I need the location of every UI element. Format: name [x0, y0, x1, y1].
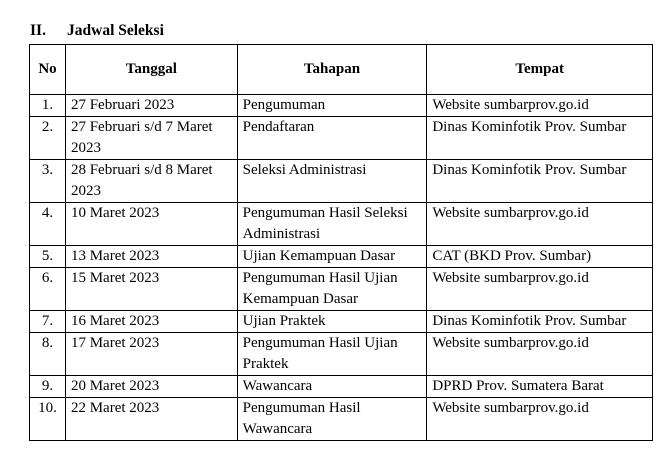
table-row: 9. 20 Maret 2023 Wawancara DPRD Prov. Sumat… [29, 375, 653, 398]
table-row: 4. 10 Maret 2023 Pengumuman Hasil Seleksi … [29, 202, 653, 246]
table-row: 6. 15 Maret 2023 Pengumuman Hasil Ujian Ke… [29, 267, 653, 311]
table-row: 3. 28 Februari s/d 8 Maret 2023 Seleksi Ad… [29, 159, 653, 203]
cell-no: 9. [29, 375, 66, 398]
section-title: Jadwal Seleksi [67, 22, 164, 39]
cell-no: 7. [29, 310, 66, 333]
table-row: 8. 17 Maret 2023 Pengumuman Hasil Ujian Pr… [29, 332, 653, 376]
header-no: No [29, 44, 66, 95]
cell-tempat: Website sumbarprov.go.id [426, 202, 653, 246]
table-row: 5. 13 Maret 2023 Ujian Kemampuan Dasar CAT … [29, 245, 653, 268]
table-row: 1. 27 Februari 2023 Pengumuman Website sumb… [29, 94, 653, 117]
schedule-table: No Tanggal Tahapan Tempat 1. 27 Februari … [29, 44, 653, 441]
cell-tahapan: Ujian Kemampuan Dasar [236, 245, 428, 268]
cell-tanggal: 17 Maret 2023 [64, 332, 238, 376]
cell-tanggal: 27 Februari s/d 7 Maret 2023 [64, 116, 238, 160]
cell-tahapan: Seleksi Administrasi [236, 159, 428, 203]
table-header-row: No Tanggal Tahapan Tempat [29, 44, 653, 95]
cell-no: 10. [29, 397, 66, 441]
cell-no: 1. [29, 94, 66, 117]
cell-tempat: Website sumbarprov.go.id [426, 397, 653, 441]
cell-tempat: Dinas Kominfotik Prov. Sumbar [426, 159, 653, 203]
cell-tempat: Dinas Kominfotik Prov. Sumbar [426, 116, 653, 160]
cell-tahapan: Pengumuman Hasil Ujian Praktek [236, 332, 428, 376]
cell-tempat: CAT (BKD Prov. Sumbar) [426, 245, 653, 268]
cell-tempat: Dinas Kominfotik Prov. Sumbar [426, 310, 653, 333]
cell-tanggal: 16 Maret 2023 [64, 310, 238, 333]
cell-tanggal: 10 Maret 2023 [64, 202, 238, 246]
cell-tahapan: Wawancara [236, 375, 428, 398]
cell-tanggal: 22 Maret 2023 [64, 397, 238, 441]
cell-tempat: Website sumbarprov.go.id [426, 94, 653, 117]
cell-tahapan: Pengumuman Hasil Wawancara [236, 397, 428, 441]
header-tanggal: Tanggal [64, 44, 238, 95]
header-tempat: Tempat [426, 44, 653, 95]
cell-tahapan: Pengumuman Hasil Seleksi Administrasi [236, 202, 428, 246]
cell-tahapan: Pengumuman [236, 94, 428, 117]
cell-no: 6. [29, 267, 66, 311]
cell-tempat: DPRD Prov. Sumatera Barat [426, 375, 653, 398]
table-row: 10. 22 Maret 2023 Pengumuman Hasil Wawanca… [29, 397, 653, 441]
cell-no: 5. [29, 245, 66, 268]
cell-no: 8. [29, 332, 66, 376]
table-row: 7. 16 Maret 2023 Ujian Praktek Dinas Kominf… [29, 310, 653, 333]
cell-tahapan: Ujian Praktek [236, 310, 428, 333]
cell-no: 3. [29, 159, 66, 203]
cell-tanggal: 28 Februari s/d 8 Maret 2023 [64, 159, 238, 203]
cell-tahapan: Pendaftaran [236, 116, 428, 160]
section-heading: II. Jadwal Seleksi [30, 22, 164, 40]
cell-tahapan: Pengumuman Hasil Ujian Kemampuan Dasar [236, 267, 428, 311]
table-row: 2. 27 Februari s/d 7 Maret 2023 Pendaftara… [29, 116, 653, 160]
section-number: II. [30, 22, 46, 39]
cell-no: 2. [29, 116, 66, 160]
cell-tanggal: 20 Maret 2023 [64, 375, 238, 398]
cell-tanggal: 27 Februari 2023 [64, 94, 238, 117]
cell-no: 4. [29, 202, 66, 246]
cell-tempat: Website sumbarprov.go.id [426, 267, 653, 311]
cell-tanggal: 15 Maret 2023 [64, 267, 238, 311]
cell-tempat: Website sumbarprov.go.id [426, 332, 653, 376]
header-tahapan: Tahapan [236, 44, 428, 95]
cell-tanggal: 13 Maret 2023 [64, 245, 238, 268]
